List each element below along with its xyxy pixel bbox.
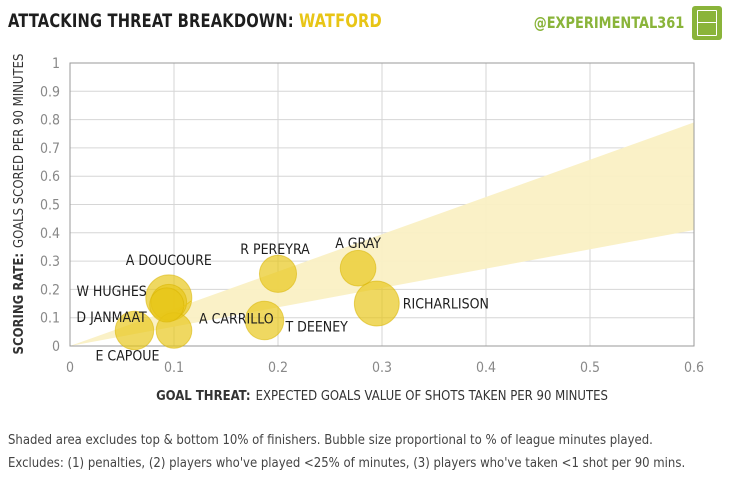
bubble-d-janmaat (149, 287, 185, 323)
pitch-logo-icon (692, 6, 722, 40)
x-tick-label: 0.5 (580, 360, 600, 376)
x-tick-label: 0.4 (476, 360, 496, 376)
y-tick-label: 0.9 (40, 84, 60, 100)
point-labels: A DOUCOURE W HUGHES D JANMAAT A CARRILLO E C… (76, 236, 489, 364)
y-ticks: 0 0.1 0.2 0.3 0.4 0.5 0.6 0.7 0.8 0.9 1 (40, 56, 60, 355)
label-t-deeney: T DEENEY (284, 320, 348, 336)
x-tick-label: 0.3 (372, 360, 392, 376)
label-a-doucoure: A DOUCOURE (126, 253, 212, 269)
label-richarlison: RICHARLISON (403, 297, 489, 313)
leader-line-carrillo (177, 300, 192, 312)
bubble-a-gray (339, 249, 377, 287)
y-tick-label: 0.7 (40, 141, 60, 157)
bubble-e-capoue (114, 310, 155, 351)
y-tick-label: 0.6 (40, 169, 60, 185)
y-tick-label: 0.1 (40, 311, 60, 327)
author-handle: @EXPERIMENTAL361 (533, 13, 684, 32)
plot-frame (69, 62, 695, 347)
x-tick-label: 0 (66, 360, 74, 376)
y-tick-label: 0.4 (40, 226, 60, 242)
bubble-richarlison (353, 280, 400, 327)
x-axis-label-bold: GOAL THREAT: (156, 389, 251, 404)
label-a-carrillo: A CARRILLO (199, 311, 274, 327)
y-tick-label: 1 (52, 56, 60, 72)
leader-lines (177, 300, 192, 312)
x-ticks: 0 0.1 0.2 0.3 0.4 0.5 0.6 (66, 360, 704, 376)
y-tick-label: 0.3 (40, 254, 60, 270)
x-axis-label: GOAL THREAT: EXPECTED GOALS VALUE OF SHOT… (156, 389, 608, 404)
y-axis-label: SCORING RATE: GOALS SCORED PER 90 MINUTES (12, 54, 27, 355)
scatter-chart: 0 0.1 0.2 0.3 0.4 0.5 0.6 0.7 0.8 0.9 1 0 0.1 0.2 0.3… (12, 54, 704, 404)
y-tick-label: 0.8 (40, 113, 60, 129)
bubble-t-deeney (244, 300, 285, 341)
x-tick-label: 0.1 (164, 360, 184, 376)
y-axis-label-bold: SCORING RATE: (12, 253, 27, 354)
label-w-hughes: W HUGHES (76, 284, 146, 300)
label-e-capoue: E CAPOUE (95, 348, 159, 364)
label-r-pereyra: R PEREYRA (240, 242, 310, 258)
footnote-1: Shaded area excludes top & bottom 10% of… (8, 433, 653, 448)
label-a-gray: A GRAY (335, 236, 381, 252)
label-d-janmaat: D JANMAAT (76, 310, 147, 326)
x-axis-label-text: EXPECTED GOALS VALUE OF SHOTS TAKEN PER … (256, 389, 608, 404)
x-tick-label: 0.2 (268, 360, 288, 376)
y-tick-label: 0.5 (40, 198, 60, 214)
title-text: ATTACKING THREAT BREAKDOWN: (8, 10, 294, 32)
bubbles (114, 249, 400, 351)
finisher-band (70, 122, 694, 347)
x-tick-label: 0.6 (684, 360, 704, 376)
chart-title: ATTACKING THREAT BREAKDOWN: WATFORD (8, 10, 382, 32)
y-axis-label-text: GOALS SCORED PER 90 MINUTES (12, 54, 27, 248)
y-tick-label: 0.2 (40, 282, 60, 298)
team-name: WATFORD (298, 10, 382, 32)
bubble-r-pereyra (258, 254, 298, 293)
y-tick-label: 0 (52, 339, 60, 355)
footnote-2: Excludes: (1) penalties, (2) players who… (8, 456, 686, 471)
